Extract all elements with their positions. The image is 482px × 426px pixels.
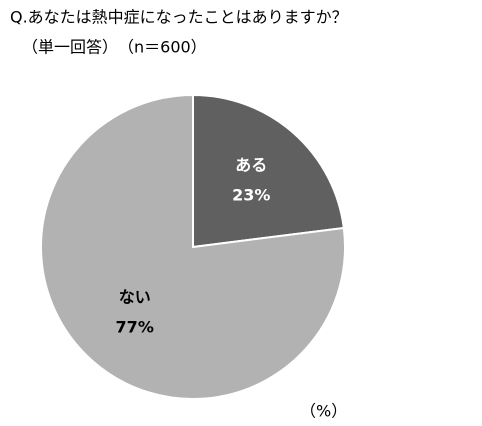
slice-label: ない — [119, 288, 151, 307]
pie-slice — [192, 93, 345, 249]
slice-label: ある — [235, 155, 267, 174]
chart-title: Q.あなたは熱中症になったことはありますか？ — [10, 8, 348, 27]
pie-slice — [40, 93, 346, 400]
unit-label: （%） — [300, 402, 347, 421]
data-label: 23% — [232, 185, 270, 204]
data-label: 77% — [116, 318, 154, 337]
chart-subtitle: （単一回答） （n＝600） — [22, 38, 207, 57]
